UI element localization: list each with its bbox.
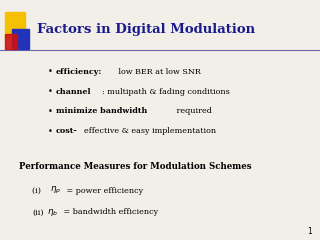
Text: minimize bandwidth: minimize bandwidth [56, 107, 147, 115]
Text: $\eta_b$: $\eta_b$ [47, 207, 58, 218]
Text: •: • [48, 107, 53, 116]
Text: $\eta_p$: $\eta_p$ [50, 185, 61, 196]
Text: Factors in Digital Modulation: Factors in Digital Modulation [37, 24, 255, 36]
Text: (ii): (ii) [32, 208, 44, 216]
Text: Performance Measures for Modulation Schemes: Performance Measures for Modulation Sche… [19, 162, 252, 171]
Text: cost-: cost- [56, 127, 78, 135]
Text: 1: 1 [307, 227, 312, 236]
Text: : multipath & fading conditions: : multipath & fading conditions [102, 88, 229, 96]
Text: (i): (i) [32, 187, 46, 195]
Text: efficiency:: efficiency: [56, 68, 102, 76]
Bar [12, 29, 29, 49]
Text: = bandwidth efficiency: = bandwidth efficiency [61, 208, 158, 216]
Text: •: • [48, 67, 53, 77]
Bar [5, 34, 17, 49]
Bar [5, 12, 25, 37]
Text: effective & easy implementation: effective & easy implementation [84, 127, 216, 135]
Text: required: required [174, 107, 212, 115]
Text: = power efficiency: = power efficiency [64, 187, 144, 195]
Text: channel: channel [56, 88, 92, 96]
Text: •: • [48, 126, 53, 136]
Text: •: • [48, 87, 53, 96]
Text: low BER at low SNR: low BER at low SNR [116, 68, 201, 76]
